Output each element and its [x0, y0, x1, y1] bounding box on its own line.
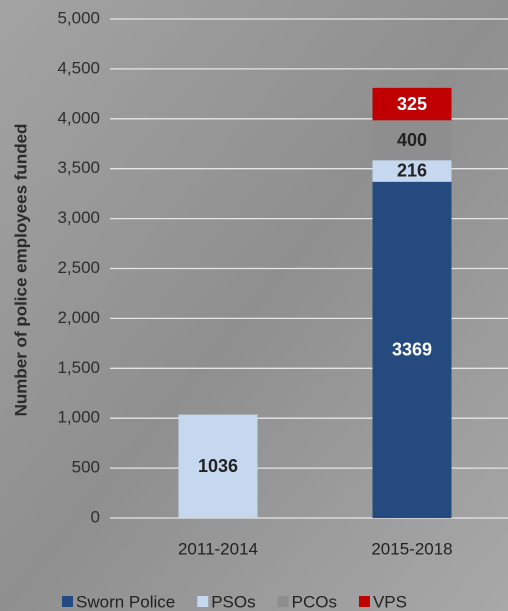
y-tick-label: 4,000	[57, 108, 100, 127]
x-tick-label: 2011-2014	[178, 539, 258, 558]
legend-label: VPS	[373, 592, 407, 611]
y-tick-label: 3,500	[57, 158, 100, 177]
y-tick-label: 500	[72, 458, 100, 477]
data-label: 3369	[392, 340, 432, 360]
y-tick-label: 5,000	[57, 8, 100, 27]
y-tick-label: 1,500	[57, 358, 100, 377]
chart: Number of police employees funded 0 500 1,…	[0, 0, 508, 611]
legend-swatch	[197, 596, 208, 607]
legend-swatch	[359, 596, 370, 607]
legend-label: PSOs	[211, 592, 255, 611]
legend-swatch	[278, 596, 289, 607]
y-tick-label: 1,000	[57, 408, 100, 427]
y-tick-label: 4,500	[57, 58, 100, 77]
x-tick-label: 2015-2018	[371, 539, 452, 558]
y-tick-label: 0	[91, 507, 100, 526]
data-label: 325	[397, 94, 427, 114]
y-tick-label: 2,500	[57, 258, 100, 277]
legend-label: PCOs	[292, 592, 337, 611]
y-tick-label: 2,000	[57, 308, 100, 327]
data-label: 400	[397, 130, 427, 150]
y-tick-label: 3,000	[57, 208, 100, 227]
legend-swatch	[62, 596, 73, 607]
data-label: 216	[397, 161, 427, 181]
y-axis-title: Number of police employees funded	[11, 124, 30, 417]
legend-label: Sworn Police	[76, 592, 175, 611]
data-label: 1036	[198, 456, 238, 476]
